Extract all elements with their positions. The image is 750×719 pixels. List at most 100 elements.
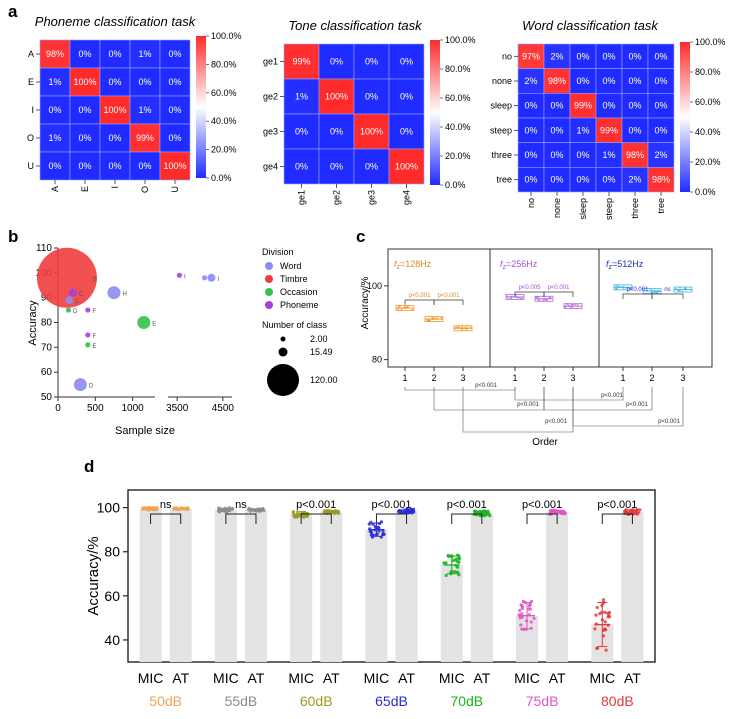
heatmap-tone: Tone classification task 99% 0% 0% 0% ge1 1% 10… bbox=[263, 18, 476, 205]
colorbar-tick-label: 0.0% bbox=[695, 187, 716, 197]
heatmap-col-label: ge4 bbox=[402, 190, 412, 205]
heatmap-cell-label: 0% bbox=[602, 51, 615, 61]
order-point bbox=[432, 317, 435, 319]
heatmap-cell bbox=[353, 113, 390, 150]
heatmap-cell bbox=[39, 123, 71, 153]
heatmap-cell-label: 0% bbox=[295, 127, 308, 137]
heatmap-phoneme: Phoneme classification task 98% 0% 0% 1% 0% A 1… bbox=[27, 14, 242, 193]
bubble-point bbox=[85, 332, 91, 338]
heatmap-cell-label: 99% bbox=[292, 57, 310, 67]
heatmap-cell-label: 0% bbox=[168, 105, 181, 115]
heatmap-cell bbox=[543, 68, 571, 94]
noise-point bbox=[603, 610, 607, 614]
order-point bbox=[426, 319, 429, 322]
heatmap-cell bbox=[318, 148, 355, 185]
heatmap-cell bbox=[39, 95, 71, 125]
heatmap-cell bbox=[69, 39, 101, 69]
heatmap-cell-label: 0% bbox=[168, 49, 181, 59]
order-point bbox=[397, 308, 400, 311]
heatmap-cell bbox=[318, 113, 355, 150]
bubble-point-label: F bbox=[92, 309, 96, 315]
noise-bar-label: AT bbox=[172, 670, 189, 686]
heatmap-cell bbox=[129, 123, 161, 153]
bubble-point bbox=[85, 342, 91, 348]
heatmap-cell-label: 1% bbox=[138, 49, 151, 59]
noise-point bbox=[367, 522, 371, 526]
heatmap-cell bbox=[543, 93, 571, 119]
noise-point bbox=[453, 570, 457, 574]
heatmap-cell-label: 0% bbox=[330, 162, 343, 172]
bubble-x-tick-label: 4500 bbox=[212, 403, 235, 414]
order-cross-sig-label: p<0.001 bbox=[626, 402, 649, 408]
heatmap-cell bbox=[69, 95, 101, 125]
order-sig-bracket bbox=[622, 293, 653, 299]
order-point bbox=[622, 288, 625, 290]
order-x-tick-label: 1 bbox=[620, 373, 625, 383]
order-point bbox=[572, 303, 574, 306]
colorbar-tick-label: 0.0% bbox=[211, 173, 232, 183]
heatmap-cell bbox=[595, 142, 623, 168]
noise-sig-label: p<0.001 bbox=[296, 499, 336, 511]
order-point bbox=[458, 326, 461, 329]
heatmap-cell-label: 0% bbox=[138, 77, 151, 87]
order-point bbox=[615, 284, 618, 287]
noise-point bbox=[595, 605, 599, 610]
heatmap-col-label: ge2 bbox=[332, 190, 342, 205]
bubble-point bbox=[65, 307, 72, 313]
heatmap-row-label: ge1 bbox=[263, 57, 278, 67]
heatmap-cell bbox=[99, 123, 131, 153]
bubble-point-label: E bbox=[92, 344, 96, 350]
heatmap-cell-label: 0% bbox=[576, 150, 589, 160]
legend-marker bbox=[265, 275, 273, 283]
noise-y-tick-label: 40 bbox=[104, 632, 120, 648]
colorbar-tick-label: 60.0% bbox=[445, 93, 471, 103]
heatmap-cell-label: 0% bbox=[78, 49, 91, 59]
heatmap-col-label: three bbox=[630, 198, 640, 219]
noise-bar-label: AT bbox=[624, 670, 641, 686]
bubble-y-tick-label: 50 bbox=[41, 392, 53, 403]
order-point bbox=[461, 325, 464, 328]
noise-point bbox=[520, 605, 525, 609]
heatmap-cell-label: 0% bbox=[365, 162, 378, 172]
bubble-point bbox=[107, 286, 121, 300]
heatmap-cell-label: 0% bbox=[654, 76, 667, 86]
order-point bbox=[507, 297, 510, 300]
noise-bar-at bbox=[244, 509, 267, 662]
heatmap-cell bbox=[283, 148, 320, 185]
bubble-point bbox=[68, 288, 77, 297]
order-point bbox=[684, 287, 687, 290]
noise-bar-mic bbox=[516, 615, 539, 662]
bubble-x-tick-label: 500 bbox=[87, 403, 104, 414]
noise-sig-label: p<0.001 bbox=[447, 499, 487, 511]
noise-point bbox=[607, 613, 611, 618]
noise-sig-label: p<0.001 bbox=[371, 499, 411, 511]
colorbar-tick-label: 60.0% bbox=[211, 88, 237, 98]
heatmap-cell bbox=[517, 68, 545, 94]
heatmap-col-label: ge3 bbox=[367, 190, 377, 205]
colorbar-tick-label: 100.0% bbox=[445, 35, 476, 45]
bubble-x-tick-label: 0 bbox=[55, 403, 61, 414]
heatmap-cell-label: 0% bbox=[138, 161, 151, 171]
heatmap-cell bbox=[647, 68, 675, 94]
order-x-tick-label: 2 bbox=[431, 373, 436, 383]
order-sig-bracket bbox=[404, 299, 435, 305]
noise-bar-label: AT bbox=[473, 670, 490, 686]
legend-label: Phoneme bbox=[280, 300, 319, 310]
bubble-point bbox=[65, 296, 74, 305]
noise-category-label: 70dB bbox=[450, 693, 483, 709]
noise-sig-label: ns bbox=[235, 499, 247, 511]
order-y-tick-label: 100 bbox=[367, 281, 382, 291]
heatmap-col-label: A bbox=[50, 186, 60, 192]
heatmap-cell-label: 0% bbox=[654, 125, 667, 135]
colorbar-tick-label: 0.0% bbox=[445, 180, 466, 190]
noise-point bbox=[529, 626, 533, 630]
heatmap-cell-label: 1% bbox=[602, 150, 615, 160]
order-group-label-symbol: f bbox=[606, 259, 610, 269]
order-point bbox=[576, 303, 579, 306]
heatmap-cell-label: 0% bbox=[365, 92, 378, 102]
heatmap-row-label: sleep bbox=[490, 101, 512, 111]
heatmap-cell-label: 0% bbox=[78, 105, 91, 115]
bubble-x-tick-label: 3500 bbox=[166, 403, 189, 414]
bubble-point-label: I bbox=[184, 274, 186, 280]
